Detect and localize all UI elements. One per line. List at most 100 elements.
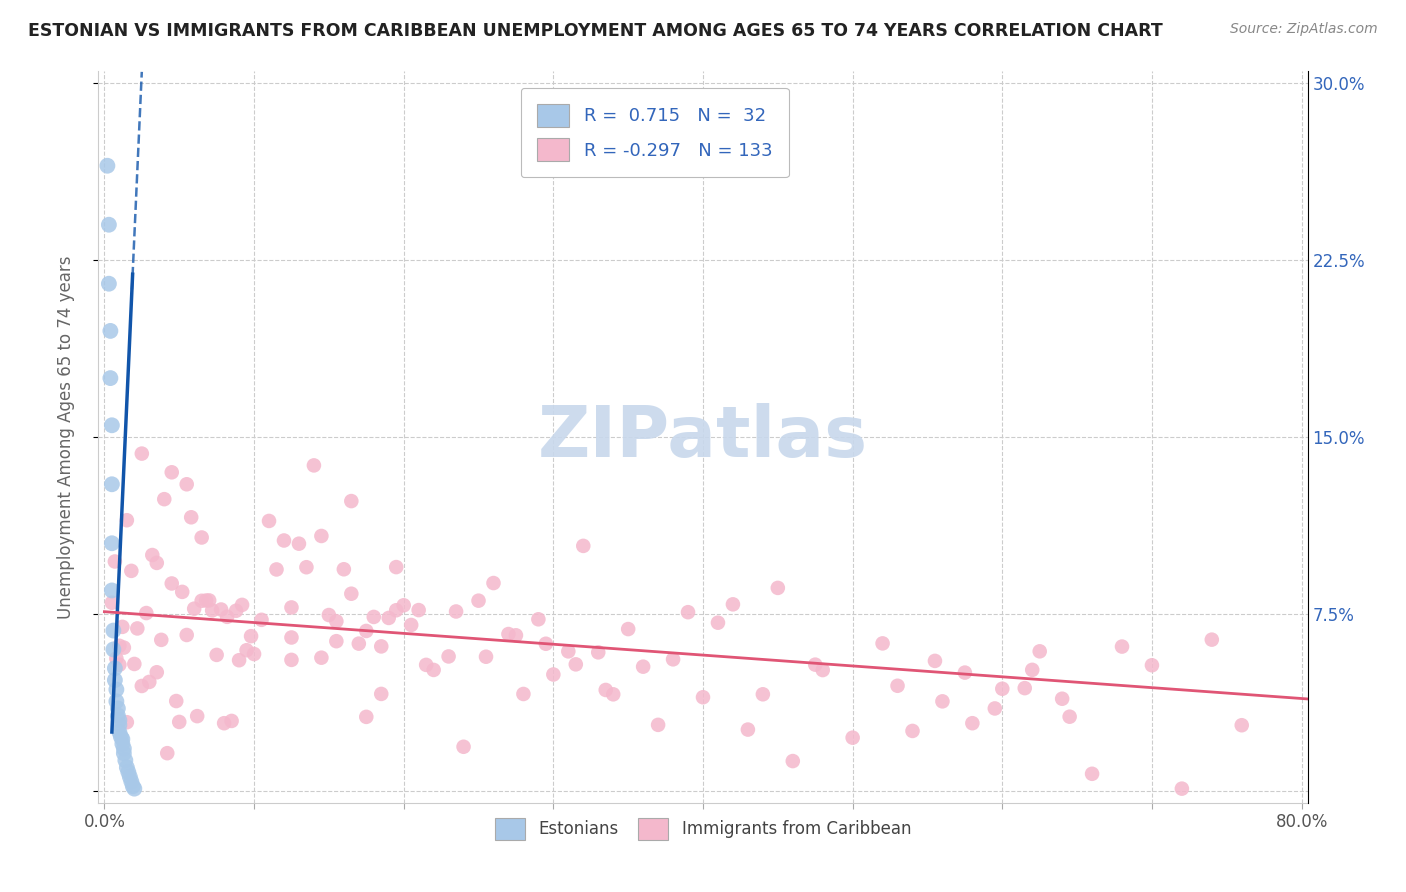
Point [356, 624, 378, 638]
Point [235, 643, 257, 657]
Point [1111, 640, 1133, 654]
Point [100, 371, 122, 385]
Point [370, 687, 392, 701]
Point [146, 665, 169, 680]
Point [565, 657, 588, 672]
Point [557, 644, 579, 658]
Point [377, 611, 399, 625]
Point [131, 447, 153, 461]
Point [103, 642, 125, 657]
Point [340, 494, 363, 508]
Point [437, 649, 460, 664]
Point [1021, 663, 1043, 677]
Point [104, 554, 127, 568]
Point [165, 694, 187, 708]
Point [363, 610, 385, 624]
Point [512, 687, 534, 701]
Point [225, 604, 247, 618]
Point [112, 640, 135, 655]
Point [595, 682, 617, 697]
Point [1171, 781, 1194, 796]
Point [692, 690, 714, 705]
Point [444, 605, 467, 619]
Point [121, 779, 143, 793]
Point [108, 639, 131, 653]
Point [631, 659, 654, 673]
Point [347, 637, 370, 651]
Point [782, 754, 804, 768]
Point [104, 673, 127, 687]
Point [602, 687, 624, 701]
Point [737, 723, 759, 737]
Point [385, 603, 408, 617]
Point [112, 741, 135, 756]
Point [707, 615, 730, 630]
Point [115, 715, 138, 730]
Point [333, 562, 356, 576]
Point [804, 657, 827, 672]
Point [103, 624, 125, 638]
Point [662, 652, 685, 666]
Point [205, 648, 228, 662]
Point [118, 770, 141, 784]
Point [120, 774, 142, 789]
Point [1140, 658, 1163, 673]
Point [399, 618, 422, 632]
Point [288, 537, 311, 551]
Point [931, 694, 953, 708]
Point [110, 730, 132, 744]
Point [108, 713, 131, 727]
Point [124, 781, 146, 796]
Point [156, 746, 179, 760]
Point [176, 477, 198, 491]
Point [273, 533, 295, 548]
Point [212, 716, 235, 731]
Point [108, 718, 131, 732]
Point [498, 627, 520, 641]
Point [311, 650, 333, 665]
Text: ESTONIAN VS IMMIGRANTS FROM CARIBBEAN UNEMPLOYMENT AMONG AGES 65 TO 74 YEARS COR: ESTONIAN VS IMMIGRANTS FROM CARIBBEAN UN… [28, 22, 1163, 40]
Point [572, 539, 595, 553]
Point [201, 603, 224, 617]
Point [356, 710, 378, 724]
Point [1050, 691, 1073, 706]
Point [186, 709, 208, 723]
Point [97, 277, 120, 291]
Point [1230, 718, 1253, 732]
Point [115, 513, 138, 527]
Point [138, 674, 160, 689]
Point [101, 596, 124, 610]
Point [475, 649, 498, 664]
Point [841, 731, 863, 745]
Point [240, 629, 263, 643]
Point [872, 636, 894, 650]
Point [114, 753, 136, 767]
Point [325, 634, 347, 648]
Point [318, 607, 340, 622]
Point [117, 765, 139, 780]
Point [243, 647, 266, 661]
Point [482, 576, 505, 591]
Point [408, 603, 430, 617]
Point [534, 637, 557, 651]
Point [886, 679, 908, 693]
Point [370, 640, 392, 654]
Point [195, 593, 218, 607]
Point [392, 599, 415, 613]
Point [811, 663, 834, 677]
Point [104, 661, 127, 675]
Point [146, 556, 169, 570]
Point [924, 654, 946, 668]
Point [105, 694, 128, 708]
Text: Source: ZipAtlas.com: Source: ZipAtlas.com [1230, 22, 1378, 37]
Point [160, 465, 183, 479]
Point [217, 610, 239, 624]
Point [647, 718, 669, 732]
Point [111, 737, 134, 751]
Point [453, 739, 475, 754]
Point [183, 601, 205, 615]
Point [172, 585, 194, 599]
Point [105, 651, 128, 665]
Point [135, 606, 157, 620]
Point [96, 159, 118, 173]
